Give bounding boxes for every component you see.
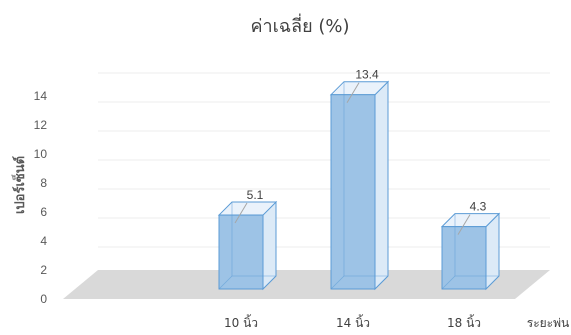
bar-side-face — [374, 80, 389, 291]
y-tick-label: 0 — [40, 292, 47, 306]
y-tick-label: 4 — [40, 234, 47, 248]
y-axis-label: เปอร์เซ็นต์ — [10, 156, 28, 214]
y-axis-ticks: 0 2 4 6 8 10 12 14 — [34, 89, 48, 306]
y-tick-label: 8 — [40, 176, 47, 190]
bar-front-face — [218, 214, 264, 290]
gridlines — [98, 72, 550, 248]
bar-front-face — [441, 226, 487, 290]
data-label-leader — [346, 82, 360, 103]
y-tick-label: 14 — [34, 89, 48, 103]
data-label-leader — [457, 214, 471, 235]
y-tick-label: 2 — [40, 263, 47, 277]
bar-depth-edge — [330, 275, 345, 290]
data-label: 5.1 — [247, 188, 264, 202]
bar-front-face — [330, 94, 376, 290]
bar-depth-edge — [441, 275, 456, 290]
data-labels: 5.1 13.4 4.3 — [234, 68, 487, 235]
bar — [440, 212, 501, 291]
x-tick-label: 10 นิ้ว — [224, 314, 258, 330]
bars — [217, 80, 501, 291]
data-label: 13.4 — [355, 68, 379, 82]
bar — [329, 80, 390, 291]
x-axis-label: ระยะพ่น — [527, 316, 569, 330]
x-tick-label: 14 นิ้ว — [336, 314, 370, 330]
y-tick-label: 10 — [34, 147, 48, 161]
x-axis-ticks: 10 นิ้ว 14 นิ้ว 18 นิ้ว — [224, 314, 481, 330]
bar — [217, 200, 278, 291]
chart-floor — [63, 270, 550, 299]
data-label: 4.3 — [470, 200, 487, 214]
y-tick-label: 12 — [34, 118, 48, 132]
chart-title: ค่าเฉลี่ย (%) — [250, 13, 349, 37]
data-label-leader — [234, 202, 248, 224]
bar-depth-edge — [218, 275, 233, 290]
x-tick-label: 18 นิ้ว — [447, 314, 481, 330]
y-tick-label: 6 — [40, 205, 47, 219]
